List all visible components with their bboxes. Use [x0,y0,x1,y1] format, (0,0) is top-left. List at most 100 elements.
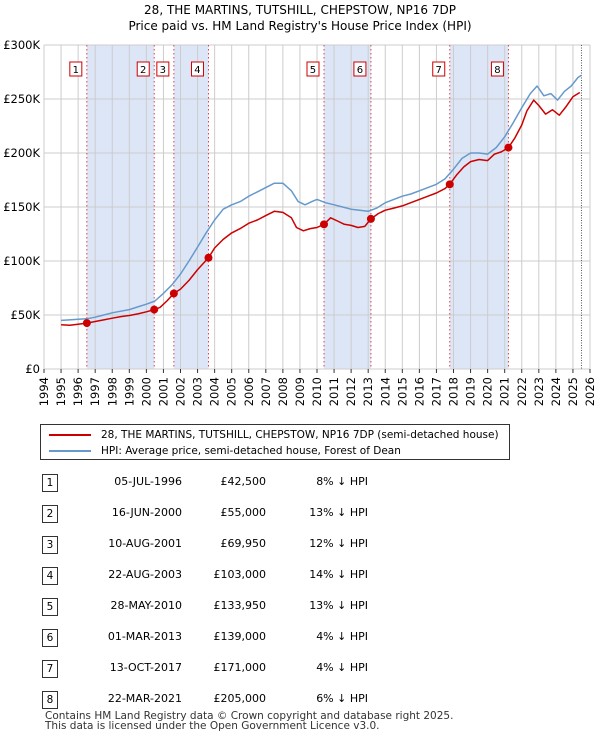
x-tick-label: 2005 [225,377,239,406]
sale-price: £42,500 [220,475,267,488]
x-tick-label: 2024 [549,377,563,406]
sale-hpi-diff: 8% ↓ HPI [316,475,368,488]
x-tick-label: 2003 [191,377,205,406]
sale-point [366,214,375,223]
y-tick-label: £0 [25,362,40,376]
sale-label: 3 [160,65,166,76]
y-tick-label: £150K [3,200,40,214]
sale-row: 3 10-AUG-2001 £69,950 12% ↓ HPI [42,532,562,556]
sale-price: £205,000 [213,692,267,705]
x-tick-label: 2011 [327,377,341,406]
sale-date: 16-JUN-2000 [111,506,182,519]
sale-point [319,220,328,229]
sale-point [150,305,159,314]
sale-number: 6 [42,629,58,647]
x-tick-label: 2016 [412,377,426,406]
x-tick-label: 2026 [583,377,597,406]
sale-label-box [156,61,170,77]
x-tick-label: 2025 [566,377,580,406]
y-tick-label: £250K [3,92,40,106]
x-tick-label: 1999 [122,377,136,406]
sale-date: 01-MAR-2013 [107,630,182,643]
sale-hpi-diff: 4% ↓ HPI [316,630,368,643]
y-tick-label: £50K [11,308,41,322]
x-tick-label: 2007 [259,377,273,406]
y-tick-label: £200K [3,146,40,160]
legend-item-hpi: HPI: Average price, semi-detached house,… [49,443,401,459]
sale-label: 2 [140,65,146,76]
sale-label-box [490,61,504,77]
legend-line-hpi [49,450,91,452]
sale-label-box [136,61,150,77]
x-tick-label: 1996 [71,377,85,406]
sale-row: 4 22-AUG-2003 £103,000 14% ↓ HPI [42,563,562,587]
sale-label-box [69,61,83,77]
sale-date: 28-MAY-2010 [110,599,182,612]
sale-label-box [353,61,367,77]
sale-row: 7 13-OCT-2017 £171,000 4% ↓ HPI [42,656,562,680]
sale-number: 7 [42,660,58,678]
sale-price: £139,000 [213,630,267,643]
sale-label: 5 [310,65,316,76]
footer: Contains HM Land Registry data © Crown c… [45,710,454,732]
sale-price: £55,000 [220,506,267,519]
sale-row: 5 28-MAY-2010 £133,950 13% ↓ HPI [42,594,562,618]
x-tick-label: 2000 [139,377,153,406]
sale-row: 1 05-JUL-1996 £42,500 8% ↓ HPI [42,470,562,494]
legend-label-hpi: HPI: Average price, semi-detached house,… [101,445,401,457]
sale-label: 8 [494,65,500,76]
x-tick-label: 2012 [344,377,358,406]
sale-label-box [432,61,446,77]
sale-price: £69,950 [220,537,267,550]
sale-hpi-diff: 14% ↓ HPI [309,568,368,581]
x-tick-label: 2009 [293,377,307,406]
sale-label-box [190,61,204,77]
sale-row: 2 16-JUN-2000 £55,000 13% ↓ HPI [42,501,562,525]
sale-point [504,143,513,152]
x-tick-label: 2008 [276,377,290,406]
x-tick-label: 2022 [515,377,529,406]
sale-label-box [306,61,320,77]
sale-number: 8 [42,691,58,709]
sale-label: 6 [357,65,363,76]
x-tick-label: 1997 [88,377,102,406]
footer-copyright: Contains HM Land Registry data © Crown c… [45,710,454,722]
sale-label: 1 [73,65,79,76]
legend-line-property [49,434,91,436]
sale-hpi-diff: 13% ↓ HPI [309,506,368,519]
sale-label: 4 [194,65,200,76]
legend: 28, THE MARTINS, TUTSHILL, CHEPSTOW, NP1… [40,424,510,460]
sale-point [82,319,91,328]
sale-point [204,253,213,262]
x-tick-label: 1998 [105,377,119,406]
sale-date: 05-JUL-1996 [114,475,182,488]
x-tick-label: 2002 [174,377,188,406]
sale-date: 22-AUG-2003 [108,568,182,581]
x-tick-label: 2001 [156,377,170,406]
sale-point [169,289,178,298]
sale-point [445,180,454,189]
sale-number: 5 [42,598,58,616]
legend-item-property: 28, THE MARTINS, TUTSHILL, CHEPSTOW, NP1… [49,427,499,443]
sale-number: 1 [42,474,58,492]
sale-date: 22-MAR-2021 [107,692,182,705]
x-tick-label: 2020 [481,377,495,406]
sale-price: £171,000 [213,661,267,674]
x-tick-label: 2023 [532,377,546,406]
hpi-series-line [61,74,582,322]
sale-hpi-diff: 13% ↓ HPI [309,599,368,612]
sale-hpi-diff: 6% ↓ HPI [316,692,368,705]
x-tick-label: 1995 [54,377,68,406]
x-tick-label: 2017 [429,377,443,406]
sale-number: 3 [42,536,58,554]
sale-date: 13-OCT-2017 [109,661,182,674]
sale-hpi-diff: 12% ↓ HPI [309,537,368,550]
price-chart: 28, THE MARTINS, TUTSHILL, CHEPSTOW, NP1… [3,3,597,406]
x-tick-label: 2013 [361,377,375,406]
y-tick-label: £300K [3,38,40,52]
x-tick-label: 2004 [208,377,222,406]
sale-number: 2 [42,505,58,523]
footer-licence: This data is licensed under the Open Gov… [45,720,380,732]
x-tick-label: 1994 [37,377,51,406]
x-tick-label: 2018 [447,377,461,406]
